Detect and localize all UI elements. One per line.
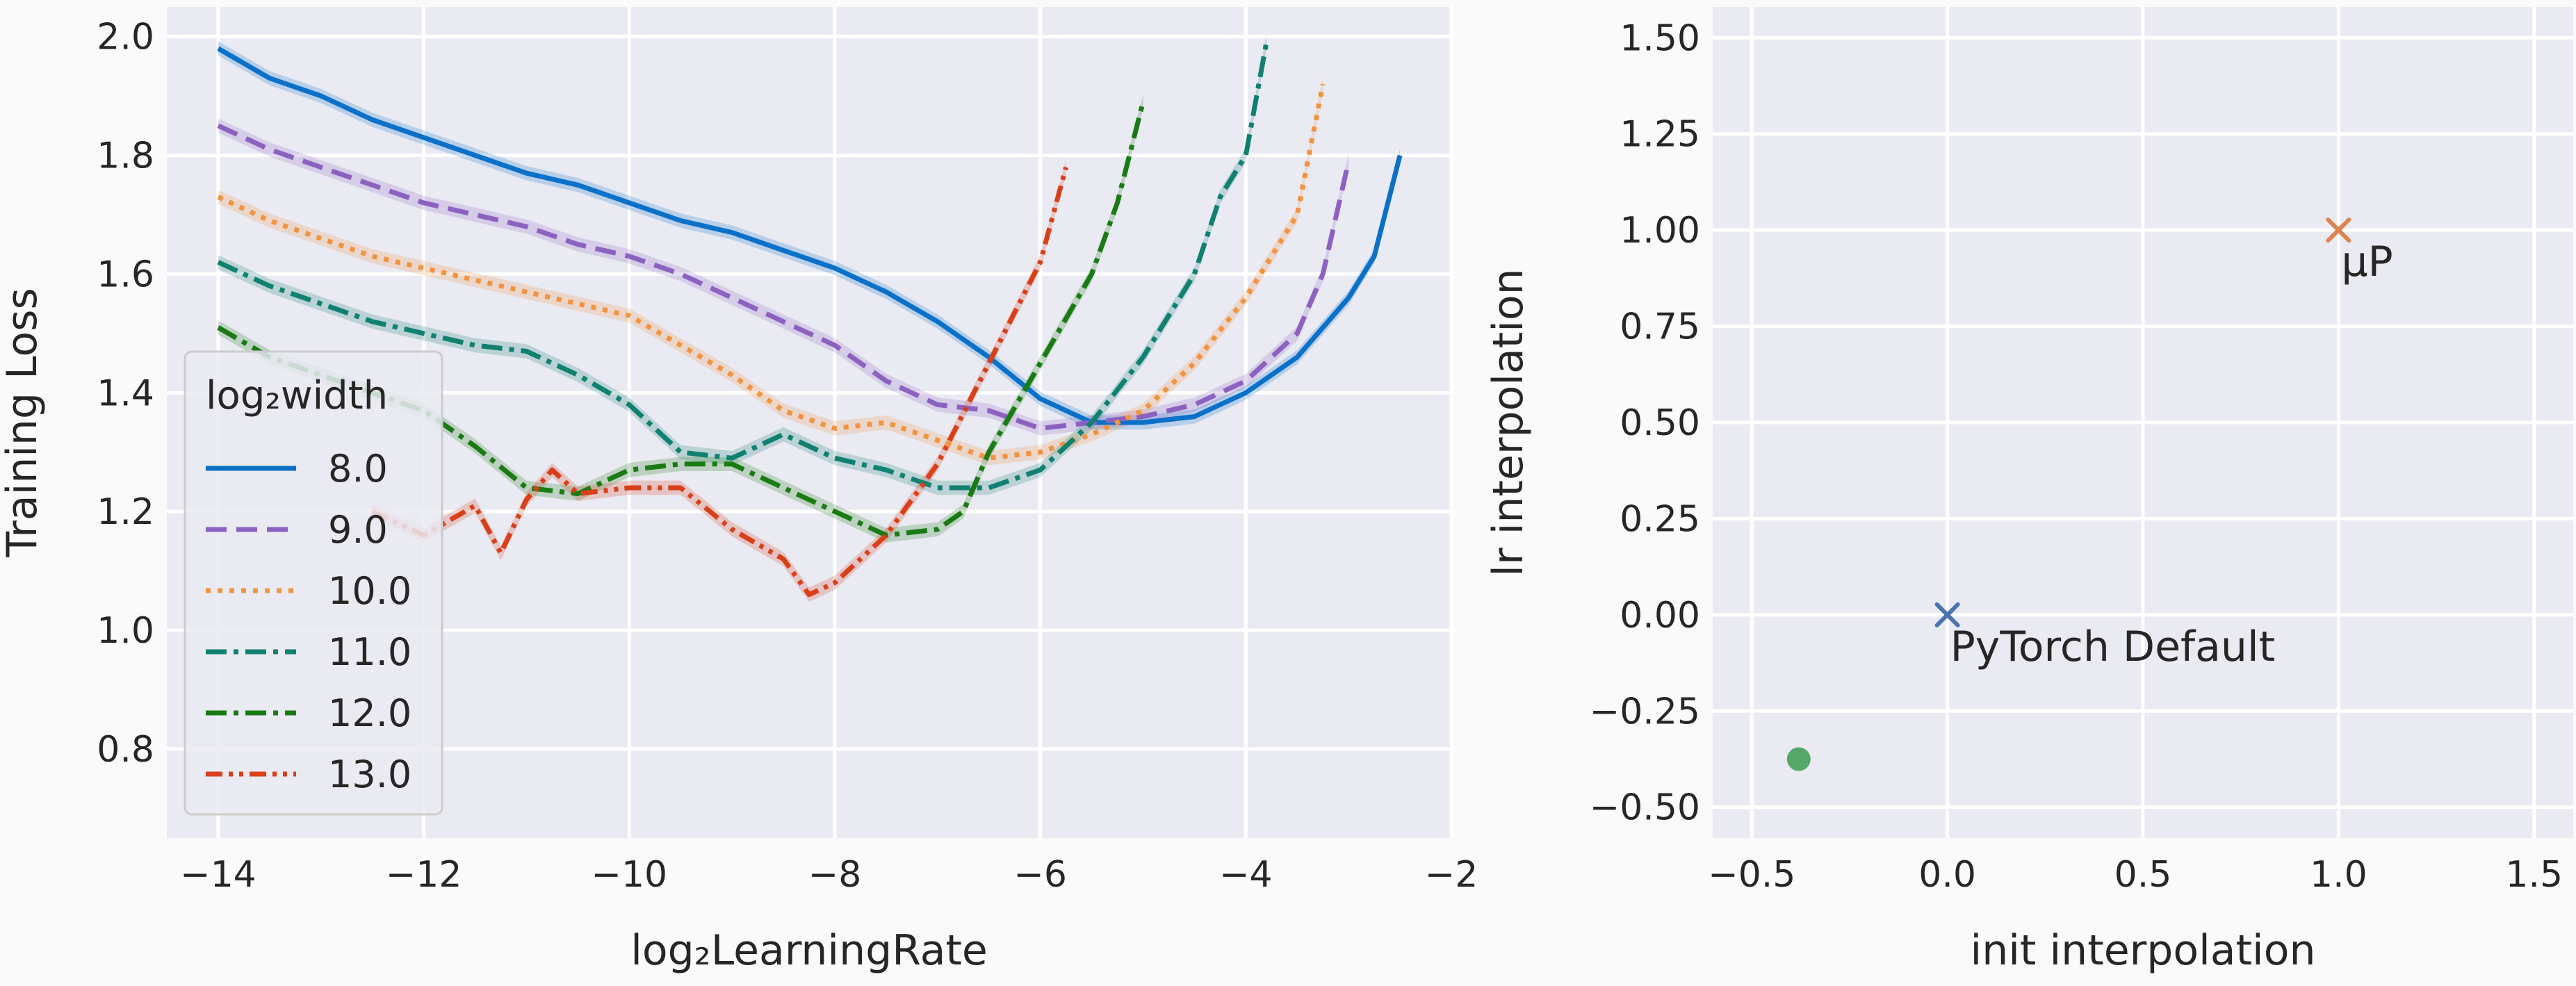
right-x-tick-label: −0.5 — [1708, 854, 1795, 896]
right-y-tick-label: −0.25 — [1590, 691, 1700, 732]
right-tick-labels: −0.5 0.0 0.5 1.0 1.5 −0.50 −0.25 0.00 0.25 0.50 0.… — [1590, 17, 2563, 896]
right-chart: −0.5 0.0 0.5 1.0 1.5 −0.50 −0.25 0.00 0.25 0.50 0.… — [1484, 7, 2573, 975]
legend: log₂width 8.0 9.0 10.0 11.0 12.0 13.0 — [184, 350, 443, 816]
left-y-tick-label: 1.8 — [97, 135, 154, 177]
legend-label-9.0: 9.0 — [328, 508, 388, 552]
right-x-tick-label: 0.5 — [2114, 854, 2172, 896]
left-y-tick-label: 1.0 — [97, 610, 154, 652]
band-13.0 — [372, 160, 1066, 602]
series-line-11.0 — [217, 42, 1269, 491]
scatter-point-x — [1934, 602, 1960, 627]
left-x-tick-label: −10 — [591, 854, 667, 896]
left-series-lines — [217, 42, 1403, 598]
left-x-axis-label: log₂LearningRate — [630, 926, 988, 975]
left-y-tick-label: 1.2 — [97, 491, 154, 533]
left-y-tick-label: 1.6 — [97, 254, 154, 295]
left-tick-labels: −14 −12 −10 −8 −6 −4 −2 0.8 1.0 1.2 1.4 1.6 1.8 2.0 — [97, 17, 1478, 896]
right-y-tick-label: 0.75 — [1620, 306, 1700, 348]
legend-title: log₂width — [206, 373, 388, 418]
right-y-tick-label: 1.50 — [1620, 17, 1700, 59]
right-gridlines — [1713, 7, 2573, 838]
left-x-tick-label: −12 — [386, 854, 462, 896]
scatter-point-circle — [1786, 747, 1811, 771]
right-y-axis-label: lr interpolation — [1484, 268, 1533, 576]
right-y-tick-label: 0.00 — [1620, 595, 1700, 636]
scatter-point-x — [2326, 217, 2351, 243]
left-y-axis-label: Training Loss — [0, 288, 47, 557]
x-marker-stroke — [1934, 602, 1960, 627]
point-annotation: PyTorch Default — [1950, 623, 2276, 671]
series-line-12.0 — [217, 101, 1146, 538]
right-x-tick-label: 0.0 — [1918, 854, 1976, 896]
legend-label-8.0: 8.0 — [328, 447, 388, 491]
right-y-tick-label: 0.50 — [1620, 402, 1700, 444]
right-x-axis-label: init interpolation — [1971, 926, 2316, 975]
right-x-tick-label: 1.0 — [2310, 854, 2367, 896]
left-chart: −14 −12 −10 −8 −6 −4 −2 0.8 1.0 1.2 1.4 1.6 1.8 2.0 l… — [0, 7, 1478, 975]
left-x-tick-label: −14 — [180, 854, 256, 896]
right-x-tick-label: 1.5 — [2505, 854, 2563, 896]
series-line-13.0 — [371, 166, 1068, 598]
series-line-9.0 — [217, 123, 1351, 431]
legend-label-12.0: 12.0 — [328, 691, 411, 735]
right-y-tick-label: 0.25 — [1620, 498, 1700, 540]
left-y-tick-label: 1.4 — [97, 372, 154, 414]
right-y-tick-label: −0.50 — [1590, 787, 1700, 829]
band-10.0 — [218, 76, 1323, 466]
right-y-tick-label: 1.00 — [1620, 210, 1700, 252]
left-x-tick-label: −4 — [1219, 854, 1273, 896]
right-y-tick-label: 1.25 — [1620, 114, 1700, 156]
legend-label-11.0: 11.0 — [328, 630, 411, 674]
point-annotation: μP — [2341, 238, 2392, 286]
left-y-tick-label: 0.8 — [97, 729, 154, 771]
legend-label-13.0: 13.0 — [328, 753, 411, 796]
right-scatter-points: PyTorch Default μP — [1786, 217, 2393, 771]
x-marker-stroke — [2326, 217, 2351, 243]
left-x-tick-label: −8 — [808, 854, 862, 896]
left-y-tick-label: 2.0 — [97, 17, 154, 58]
left-x-tick-label: −6 — [1013, 854, 1067, 896]
legend-label-10.0: 10.0 — [328, 569, 411, 613]
series-line-8.0 — [217, 46, 1403, 425]
legend-items: 8.0 9.0 10.0 11.0 12.0 13.0 — [206, 447, 411, 796]
left-x-tick-label: −2 — [1425, 854, 1478, 896]
